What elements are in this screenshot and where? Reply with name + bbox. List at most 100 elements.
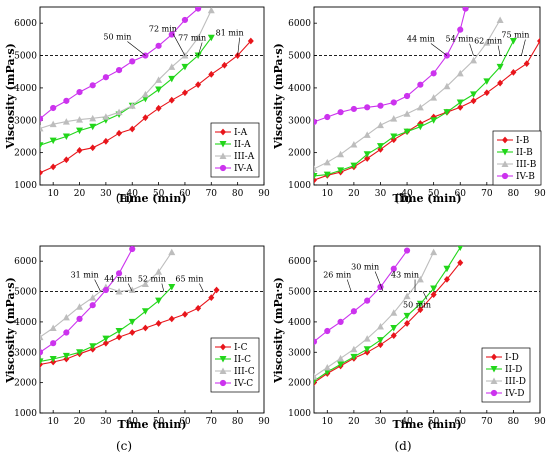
y-tick-label: 4000 [288,318,311,328]
legend-label: I-B [516,136,530,146]
data-point-II-B [323,171,331,179]
data-point-II-A [207,34,215,42]
data-point-I-A [221,61,228,69]
legend-marker-III-D [490,377,498,384]
legend-label: II-B [516,148,533,158]
panel-label: (b) [394,191,411,205]
data-point-III-A [89,114,97,122]
plot-frame [313,6,541,186]
data-point-IV-A [76,89,83,96]
data-point-IV-B [350,105,357,113]
x-tick-label: 50 [428,189,440,199]
data-point-I-D [404,320,411,327]
data-point-IV-A [195,7,202,12]
data-point-IV-A [89,82,96,89]
x-tick-label: 30 [100,189,112,199]
data-point-III-D [430,248,438,256]
data-point-IV-B [457,26,464,33]
data-point-III-C [141,280,149,287]
data-point-II-C [76,349,84,356]
chart-panel-1: 10 20 30 40 50 60 70 80 90 1000 2000 3000 4000 5000 60… [4,6,270,205]
data-point-IV-B [337,109,344,116]
legend-marker-II-D [490,366,498,373]
x-tick-label: 60 [179,189,191,199]
data-point-I-A [76,146,83,154]
legend-marker-I-D [491,353,497,361]
y-tick-label: 2000 [288,379,311,389]
data-point-II-D [363,346,371,353]
data-point-I-A [102,137,109,145]
data-point-I-C [155,320,162,327]
x-tick-label: 50 [153,417,165,427]
legend-marker-II-B [501,149,509,156]
y-tick-label: 1000 [288,181,311,191]
y-axis-label: Viscosity (mPa·s) [4,43,17,150]
data-point-II-C [168,283,176,291]
legend-label: I-D [505,353,519,363]
data-point-II-B [483,78,491,85]
data-point-III-C [89,294,97,301]
x-tick-label: 10 [322,417,334,427]
annotation-arrow [497,45,501,56]
data-point-IV-A [155,42,162,49]
legend-marker-III-C [219,367,227,374]
data-point-I-C [142,324,149,332]
x-axis-label: Time (min) [117,192,186,205]
x-axis-label: Time (min) [392,418,461,431]
data-point-IV-B [403,92,411,100]
data-point-II-B [314,172,318,180]
data-point-II-D [416,300,424,308]
data-point-III-D [337,354,345,362]
y-tick-label: 5000 [288,288,311,298]
annotation-label: 44 min [104,275,132,284]
panel-label: (a) [116,191,133,205]
y-axis-label: Viscosity (mPa·s) [4,277,17,384]
data-point-II-B [470,91,478,98]
data-point-II-B [376,143,384,150]
annotation-label: 31 min [71,271,99,280]
annotation-label: 30 min [351,263,379,272]
legend-marker-IV-D [490,389,498,397]
annotation-label: 81 min [216,29,244,38]
x-tick-label: 30 [375,417,387,427]
data-point-II-C [115,328,123,335]
y-tick-label: 5000 [288,52,311,62]
data-point-IV-D [324,327,331,335]
data-point-II-A [181,63,189,71]
data-point-I-A [168,96,175,104]
x-tick-label: 10 [47,189,59,199]
x-tick-label: 70 [481,417,493,427]
data-point-III-C [49,324,57,331]
data-point-II-A [168,75,176,83]
data-point-II-A [141,95,149,103]
data-point-IV-C [50,340,57,347]
y-tick-label: 3000 [14,348,37,358]
y-tick-label: 1000 [14,409,37,419]
data-point-III-C [155,268,163,275]
x-axis-label: Time (min) [117,418,186,431]
data-point-II-B [456,99,464,106]
annotation-label: 77 min [178,34,206,43]
data-point-I-C [208,294,215,302]
data-point-III-B [350,141,358,148]
y-tick-label: 4000 [288,84,311,94]
data-point-II-D [457,246,463,252]
legend-label: I-C [234,343,248,353]
series-line-IV-B [314,8,467,123]
x-tick-label: 60 [179,417,191,427]
data-point-III-B [323,158,331,166]
x-tick-label: 80 [232,189,244,199]
x-tick-label: 40 [401,417,413,427]
data-point-I-C [181,310,188,318]
x-tick-label: 20 [348,417,360,427]
data-point-II-C [40,358,44,365]
data-point-II-C [141,308,149,315]
legend: I-B II-B III-B IV-B [492,130,542,186]
legend-label: III-C [234,367,255,377]
annotation-arrow [127,283,133,292]
data-point-I-B [457,103,464,111]
data-point-IV-B [377,102,384,109]
annotation-arrow [172,33,186,56]
series-line-II-C [40,286,173,362]
data-point-I-B [364,155,371,162]
